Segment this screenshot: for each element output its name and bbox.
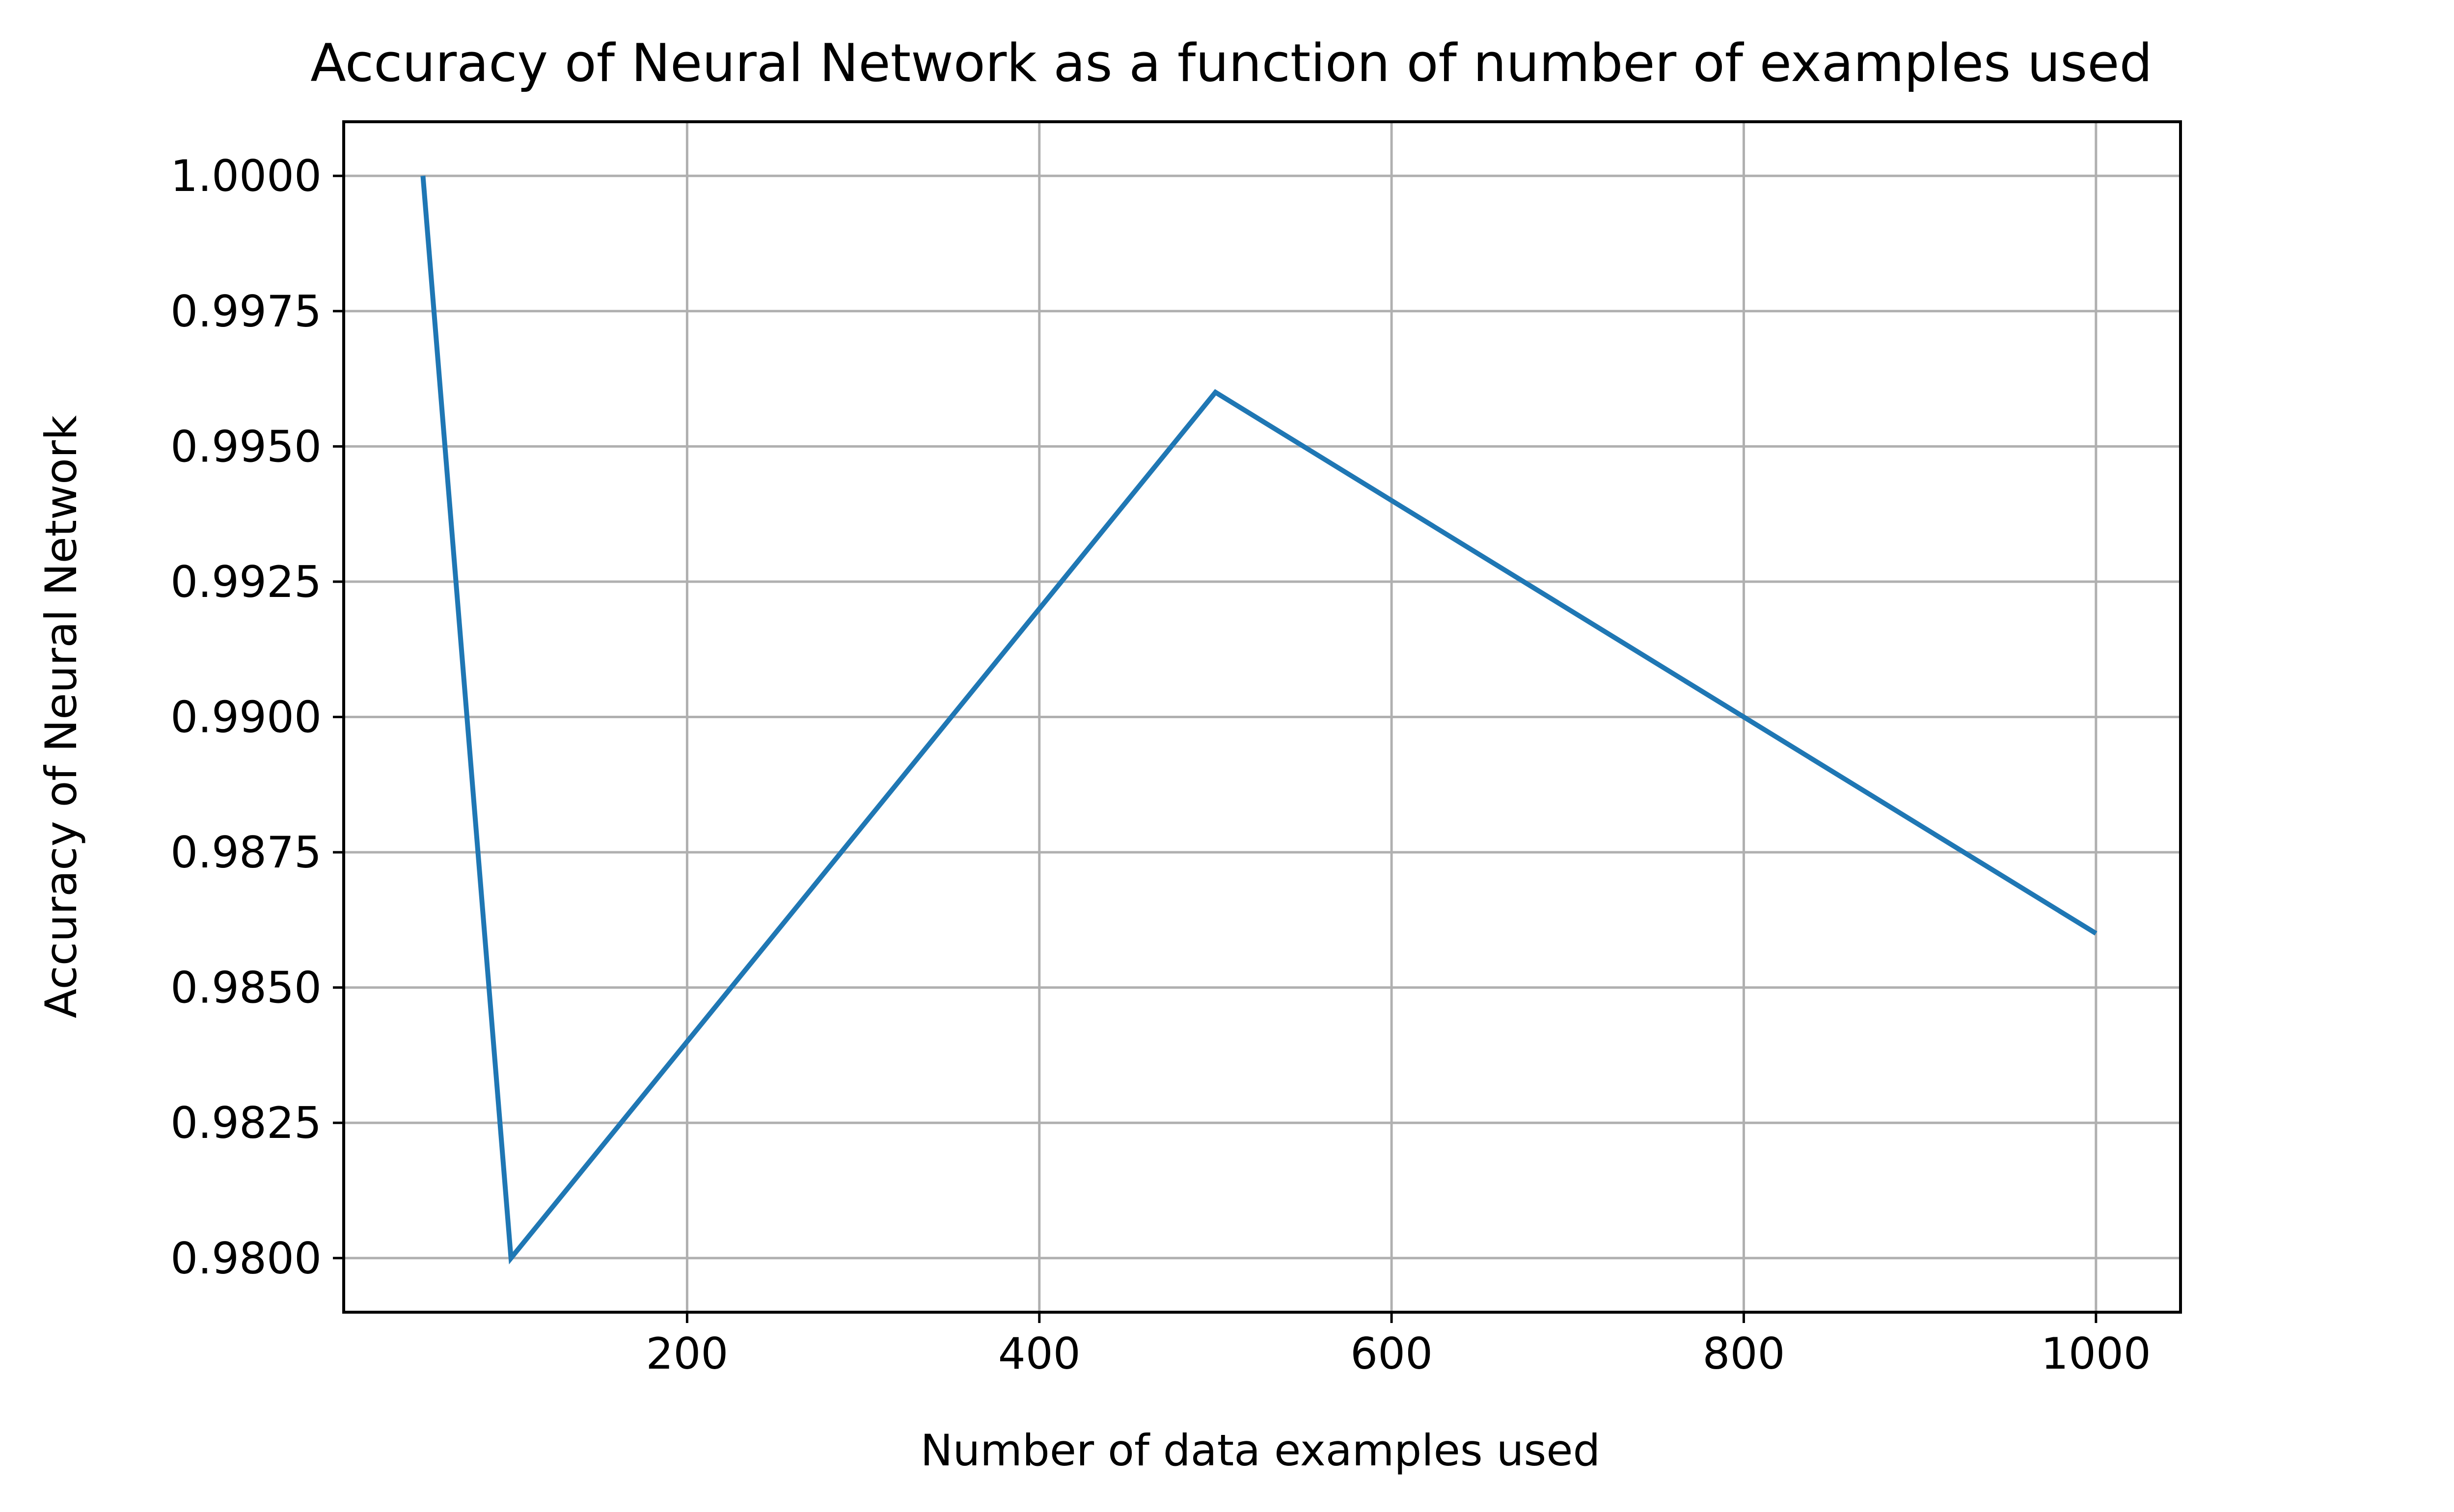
y-tick-label: 1.0000 xyxy=(170,151,322,201)
y-tick-label: 0.9975 xyxy=(170,286,322,337)
ticks: 200 400 600 800 1000 0.9800 0.9825 0.9850 0.9875… xyxy=(170,151,2151,1379)
chart-title: Accuracy of Neural Network as a function… xyxy=(310,33,2153,93)
y-tick-label: 0.9900 xyxy=(170,692,322,743)
x-tick-label: 1000 xyxy=(2041,1328,2151,1379)
y-tick-label: 0.9875 xyxy=(170,827,322,878)
x-tick-label: 200 xyxy=(646,1328,728,1379)
y-tick-label: 0.9950 xyxy=(170,421,322,472)
y-tick-label: 0.9850 xyxy=(170,963,322,1013)
x-tick-label: 400 xyxy=(998,1328,1081,1379)
x-axis-label: Number of data examples used xyxy=(921,1425,1601,1476)
x-tick-label: 600 xyxy=(1350,1328,1433,1379)
series-line xyxy=(420,175,2098,1265)
y-axis-label: Accuracy of Neural Network xyxy=(36,415,86,1018)
line-layer xyxy=(420,175,2098,1265)
grid xyxy=(344,122,2181,1312)
y-tick-label: 0.9925 xyxy=(170,557,322,607)
y-tick-label: 0.9800 xyxy=(170,1233,322,1284)
y-tick-label: 0.9825 xyxy=(170,1098,322,1148)
x-tick-label: 800 xyxy=(1702,1328,1785,1379)
